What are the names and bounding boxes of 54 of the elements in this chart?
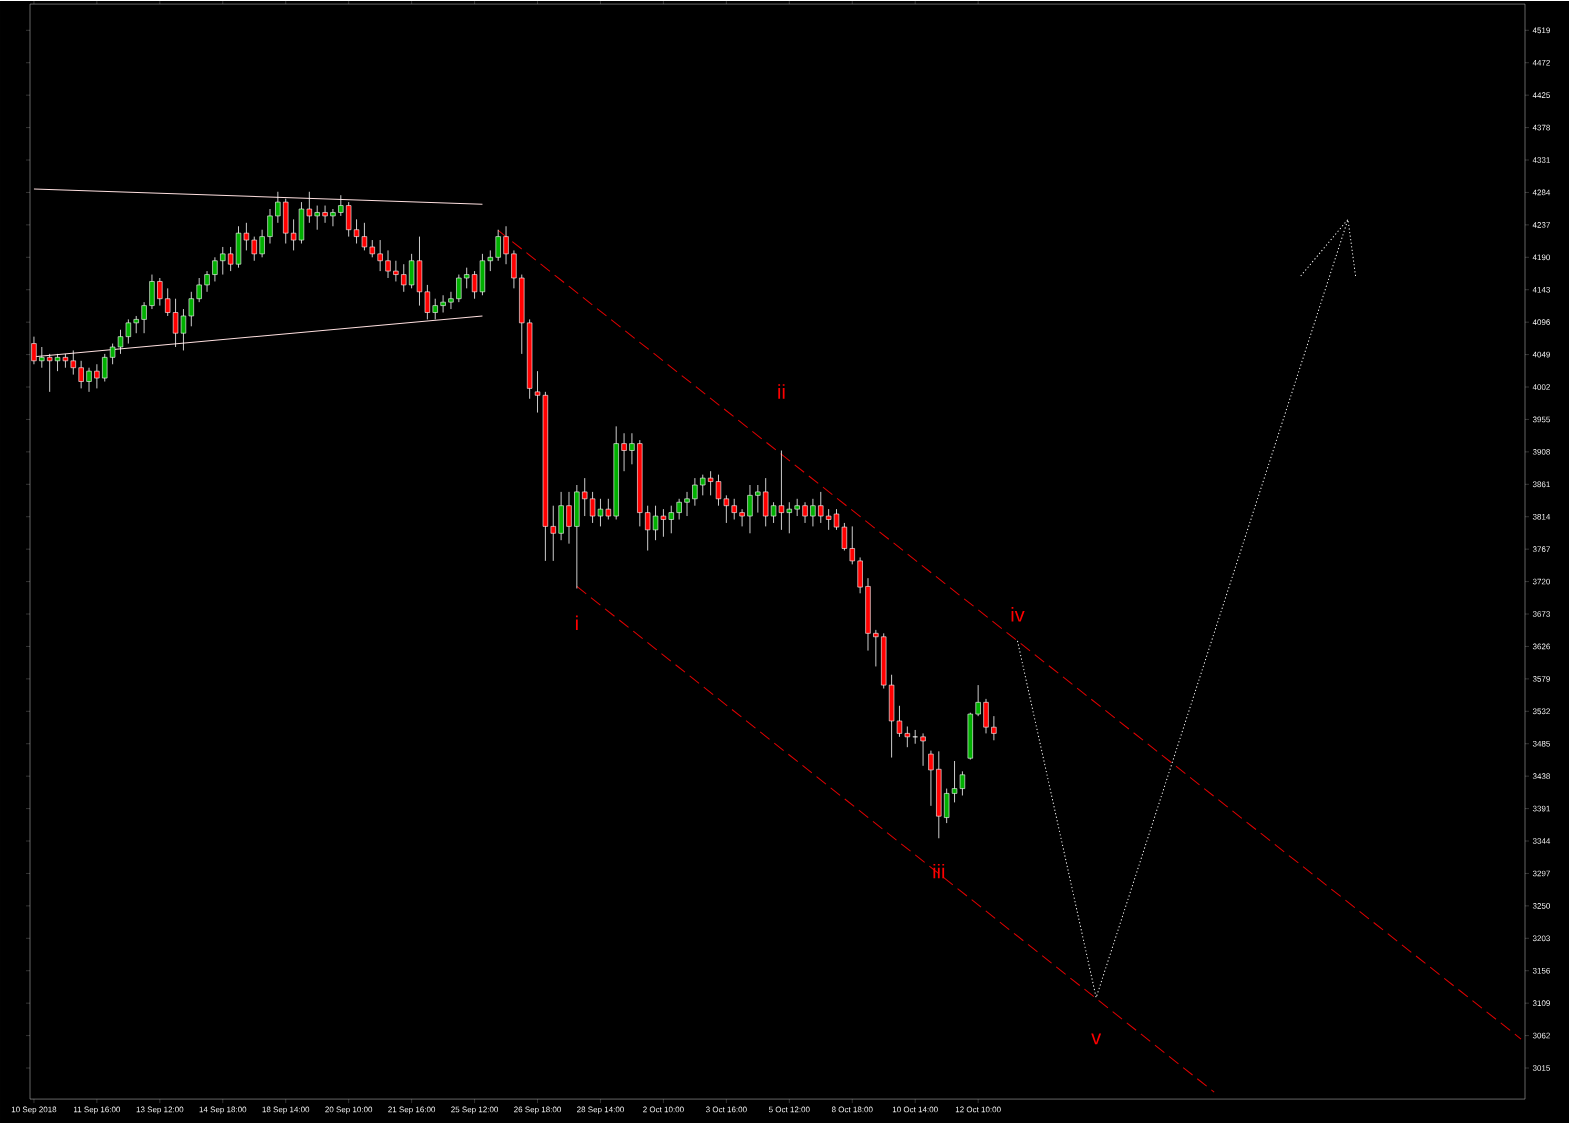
x-tick-label: 13 Sep 12:00 — [136, 1106, 184, 1114]
y-tick-label: 3015 — [1532, 1065, 1550, 1071]
y-tick-label: 4143 — [1532, 286, 1550, 293]
y-tick-label: 3955 — [1532, 416, 1550, 423]
x-tick-label: 14 Sep 18:00 — [199, 1106, 247, 1114]
y-tick-label: 3814 — [1532, 513, 1551, 520]
y-tick-label: 3109 — [1532, 1000, 1550, 1006]
x-tick-label: 20 Sep 10:00 — [325, 1106, 373, 1114]
y-tick-label: 3438 — [1532, 773, 1550, 779]
y-tick-label: 4331 — [1532, 157, 1550, 163]
x-tick-label: 10 Sep 2018 — [11, 1106, 57, 1114]
y-tick-label: 3579 — [1532, 676, 1550, 682]
y-tick-label: 3156 — [1532, 967, 1550, 974]
x-tick-label: 28 Sep 14:00 — [577, 1106, 624, 1114]
y-tick-label: 4519 — [1532, 27, 1550, 34]
y-tick-label: 4378 — [1532, 124, 1550, 131]
x-tick-label: 26 Sep 18:00 — [514, 1106, 561, 1114]
y-tick-label: 3626 — [1532, 643, 1550, 650]
annotation: iii — [933, 863, 945, 879]
y-tick-label: 3297 — [1532, 870, 1550, 877]
y-tick-label: 4425 — [1532, 92, 1550, 98]
x-tick-label: 8 Oct 18:00 — [831, 1106, 873, 1113]
y-tick-label: 4237 — [1532, 222, 1550, 228]
annotation: ii — [778, 384, 785, 399]
x-tick-label: 12 Oct 10:00 — [955, 1106, 1001, 1113]
y-tick-label: 3673 — [1532, 611, 1550, 617]
y-tick-label: 4190 — [1532, 254, 1551, 261]
y-tick-label: 4002 — [1532, 384, 1550, 390]
y-tick-label: 3250 — [1532, 903, 1551, 909]
x-tick-label: 25 Sep 12:00 — [451, 1106, 499, 1114]
y-tick-label: 3861 — [1532, 481, 1550, 488]
x-tick-label: 2 Oct 10:00 — [643, 1106, 684, 1113]
y-tick-label: 3062 — [1532, 1032, 1550, 1039]
x-tick-label: 10 Oct 14:00 — [892, 1106, 938, 1113]
y-tick-label: 4284 — [1532, 189, 1551, 196]
y-tick-label: 3344 — [1532, 838, 1551, 844]
y-tick-label: 3532 — [1532, 708, 1550, 715]
x-tick-label: 3 Oct 16:00 — [705, 1106, 747, 1113]
annotation: iv — [1011, 607, 1025, 622]
x-tick-label: 5 Oct 12:00 — [768, 1106, 810, 1113]
y-tick-label: 3203 — [1532, 935, 1550, 942]
annotation: i — [575, 615, 578, 630]
x-tick-label: 11 Sep 16:00 — [73, 1106, 121, 1114]
y-tick-label: 4472 — [1532, 59, 1550, 66]
x-tick-label: 18 Sep 14:00 — [262, 1106, 310, 1114]
annotation: v — [1091, 1033, 1102, 1045]
y-tick-label: 3391 — [1532, 805, 1550, 812]
y-tick-label: 3720 — [1532, 578, 1551, 585]
y-tick-label: 3767 — [1532, 546, 1550, 552]
x-tick-label: 21 Sep 16:00 — [388, 1106, 436, 1114]
y-tick-label: 4096 — [1532, 319, 1550, 325]
y-tick-label: 4049 — [1532, 351, 1550, 358]
y-tick-label: 3485 — [1532, 740, 1550, 747]
y-tick-label: 3908 — [1532, 449, 1550, 455]
